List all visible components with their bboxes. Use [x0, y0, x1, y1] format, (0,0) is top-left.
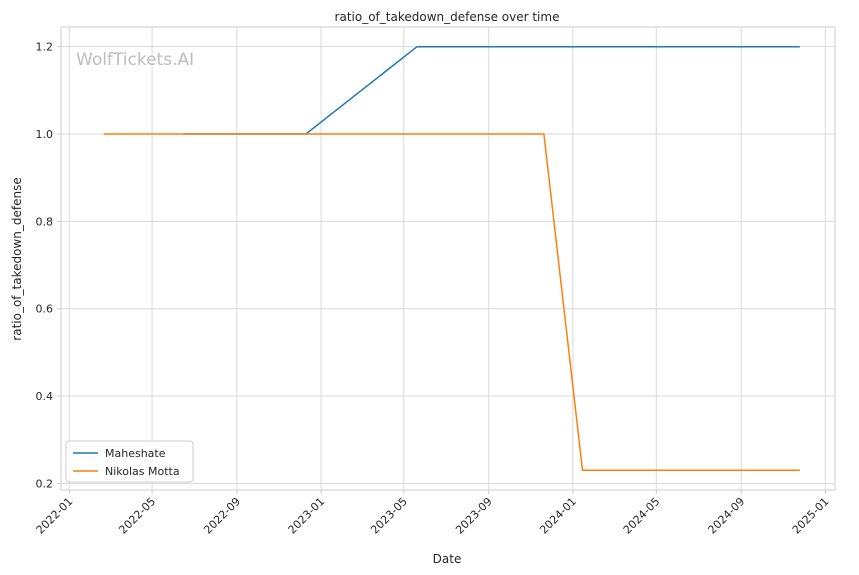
watermark-text: WolfTickets.AI — [76, 50, 194, 70]
series-layer — [103, 45, 800, 472]
legend-label-maheshate: Maheshate — [105, 447, 166, 460]
series-line-nikolas-motta — [103, 133, 800, 472]
y-axis-title: ratio_of_takedown_defense — [10, 177, 24, 340]
y-tick-label: 1.0 — [36, 128, 54, 141]
x-tick-label: 2023-09 — [453, 495, 495, 537]
x-tick-label: 2023-05 — [368, 495, 410, 537]
x-tick-label: 2025-01 — [790, 495, 832, 537]
x-axis-title: Date — [433, 552, 462, 566]
chart-title: ratio_of_takedown_defense over time — [335, 10, 560, 24]
x-tick-label: 2022-09 — [201, 495, 243, 537]
x-tick-label: 2024-01 — [537, 495, 579, 537]
x-tick-label: 2024-09 — [706, 495, 748, 537]
y-tick-label: 0.6 — [36, 303, 54, 316]
x-tick-label: 2024-05 — [621, 495, 663, 537]
legend-label-nikolas-motta: Nikolas Motta — [105, 465, 180, 478]
y-tick-label: 0.4 — [36, 390, 54, 403]
x-tick-label: 2022-05 — [116, 495, 158, 537]
grid-lines — [61, 27, 835, 490]
y-tick-label: 1.2 — [36, 41, 54, 54]
legend: Maheshate Nikolas Motta — [65, 440, 194, 483]
plot-area — [60, 26, 836, 491]
y-tick-label: 0.8 — [36, 215, 54, 228]
x-tick-label: 2023-01 — [285, 495, 327, 537]
x-tick-label: 2022-01 — [34, 495, 76, 537]
y-tick-label: 0.2 — [36, 477, 54, 490]
